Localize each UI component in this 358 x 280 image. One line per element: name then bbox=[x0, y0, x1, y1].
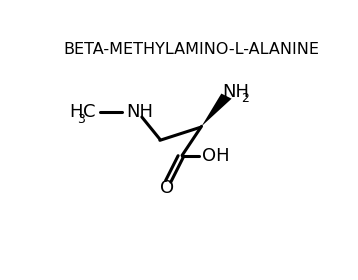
Text: NH: NH bbox=[127, 103, 154, 121]
Text: O: O bbox=[160, 179, 174, 197]
Text: 2: 2 bbox=[241, 92, 249, 105]
Text: C: C bbox=[83, 103, 96, 121]
Text: 3: 3 bbox=[77, 113, 85, 126]
Text: NH: NH bbox=[222, 83, 249, 101]
Text: OH: OH bbox=[202, 148, 229, 165]
Text: H: H bbox=[70, 103, 83, 121]
Polygon shape bbox=[202, 94, 232, 126]
Text: BETA-METHYLAMINO-L-ALANINE: BETA-METHYLAMINO-L-ALANINE bbox=[64, 42, 320, 57]
